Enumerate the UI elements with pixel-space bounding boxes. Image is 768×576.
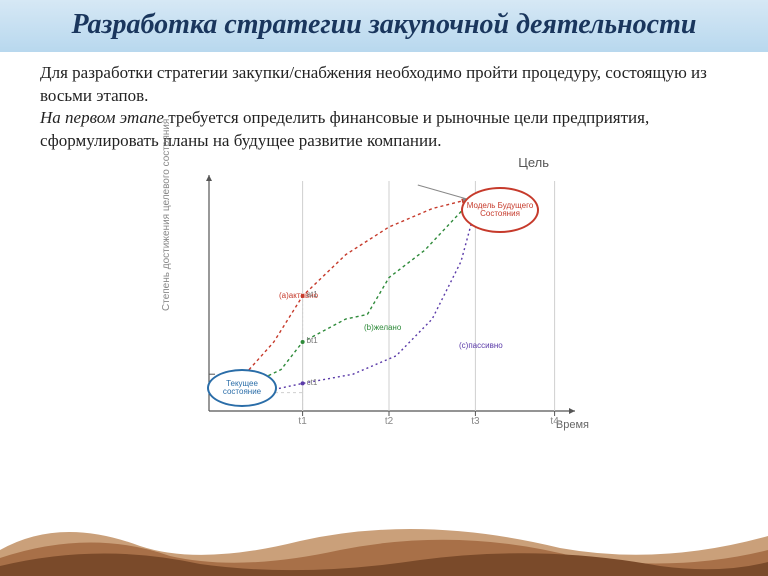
x-axis-label: Время <box>556 419 589 431</box>
t1-label-a: at1 <box>307 290 318 299</box>
intro-line-1: Для разработки стратегии закупки/снабжен… <box>40 63 707 105</box>
intro-paragraph: Для разработки стратегии закупки/снабжен… <box>0 52 768 154</box>
series-label-c: (c)пассивно <box>459 341 503 350</box>
goal-node-label: Модель Будущего Состояния <box>463 202 537 219</box>
x-tick-label: t4 <box>550 416 558 427</box>
title-band: Разработка стратегии закупочной деятельн… <box>0 0 768 52</box>
x-tick-label: t2 <box>385 416 393 427</box>
x-tick-label: t1 <box>298 416 306 427</box>
goal-axis-label: Цель <box>518 155 549 170</box>
page-title: Разработка стратегии закупочной деятельн… <box>10 8 758 42</box>
start-node-label: Текущее состояние <box>209 380 275 397</box>
series-label-b: (b)желано <box>364 323 401 332</box>
strategy-chart: Цель Степень достижения целевого состоян… <box>169 161 599 461</box>
y-axis-label: Степень достижения целевого состояния <box>161 119 172 311</box>
intro-emphasis: На первом этапе <box>40 108 164 127</box>
t1-label-b: bt1 <box>307 336 318 345</box>
ground-decoration <box>0 506 768 576</box>
x-tick-label: t3 <box>471 416 479 427</box>
t1-label-c: ct1 <box>307 378 318 387</box>
